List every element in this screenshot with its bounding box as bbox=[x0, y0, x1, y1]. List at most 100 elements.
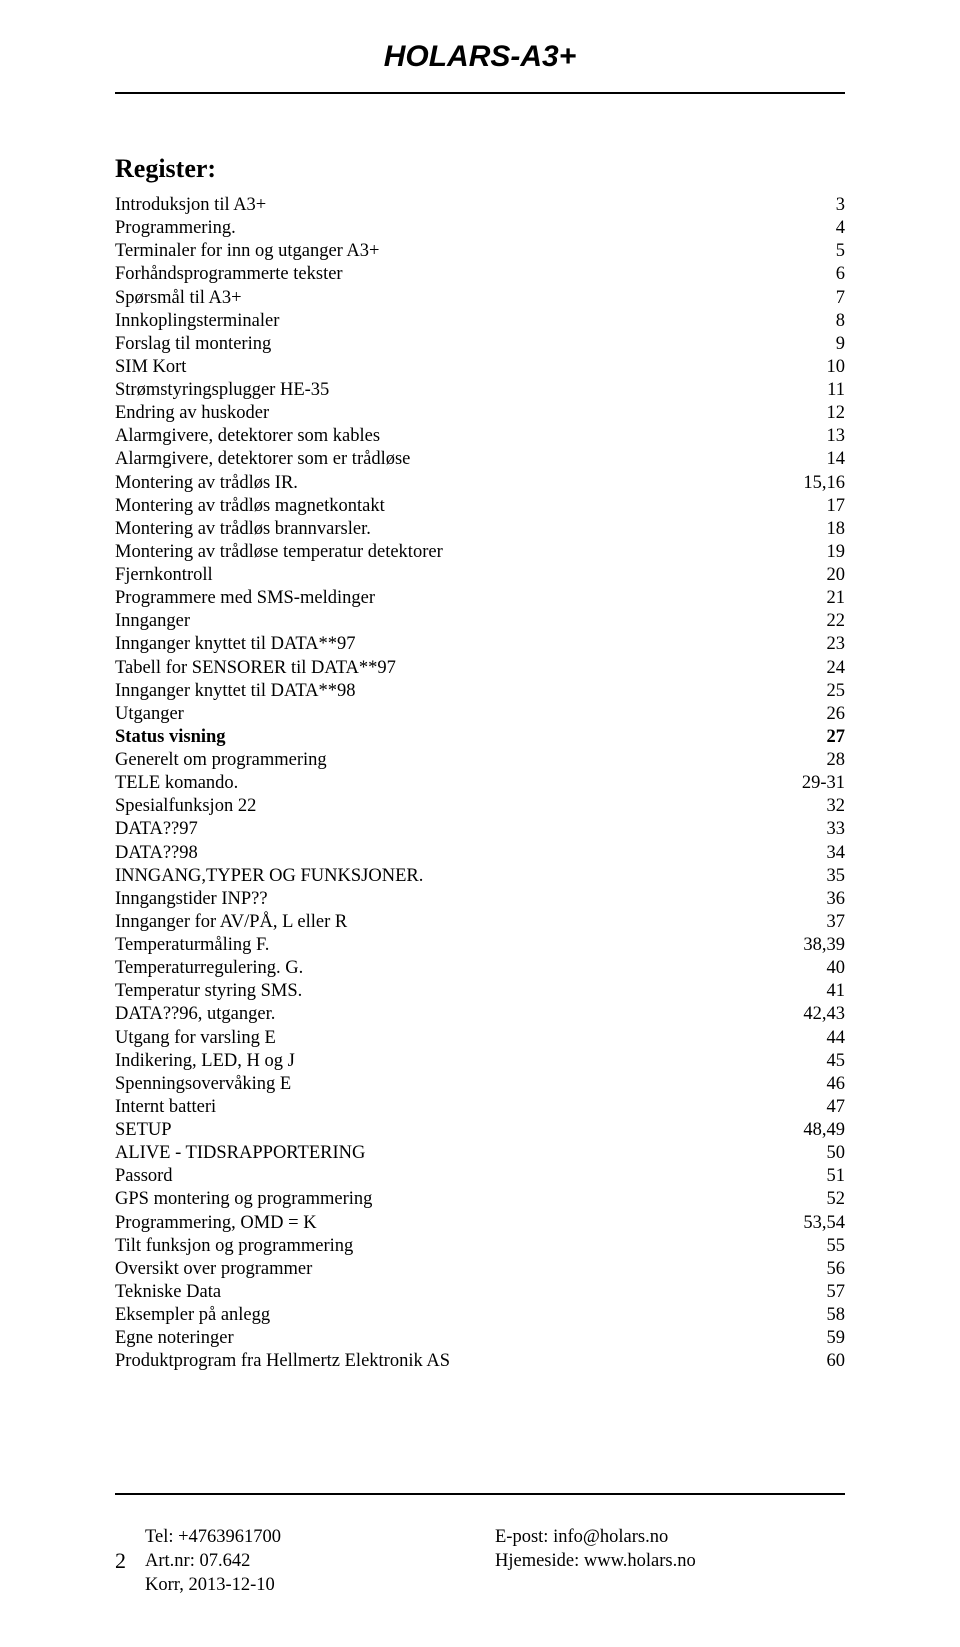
footer-artnr: Art.nr: 07.642 bbox=[145, 1549, 495, 1573]
toc-page: 34 bbox=[787, 842, 846, 865]
toc-label: Indikering, LED, H og J bbox=[115, 1050, 787, 1073]
toc-label: Produktprogram fra Hellmertz Elektronik … bbox=[115, 1350, 787, 1373]
toc-page: 14 bbox=[787, 448, 846, 471]
toc-label: Temperaturmåling F. bbox=[115, 934, 763, 957]
toc-label: Oversikt over programmer bbox=[115, 1258, 787, 1281]
toc-row: Indikering, LED, H og J45 bbox=[115, 1050, 845, 1073]
toc-row: Innganger for AV/PÅ, L eller R37 bbox=[115, 911, 845, 934]
toc-row: DATA??9733 bbox=[115, 818, 845, 841]
toc-page: 17 bbox=[787, 495, 846, 518]
toc-label: Montering av trådløs IR. bbox=[115, 472, 763, 495]
toc-row: Alarmgivere, detektorer som kables13 bbox=[115, 425, 845, 448]
toc-page: 12 bbox=[787, 402, 846, 425]
toc-label: Utgang for varsling E bbox=[115, 1027, 787, 1050]
toc-row: ALIVE - TIDSRAPPORTERING50 bbox=[115, 1142, 845, 1165]
toc-row: Utgang for varsling E44 bbox=[115, 1027, 845, 1050]
toc-page: 44 bbox=[787, 1027, 846, 1050]
toc-page: 27 bbox=[787, 726, 846, 749]
toc-page: 37 bbox=[787, 911, 846, 934]
toc-page: 11 bbox=[787, 379, 845, 402]
toc-page: 36 bbox=[787, 888, 846, 911]
toc-page: 21 bbox=[787, 587, 846, 610]
toc-page: 23 bbox=[787, 633, 846, 656]
toc-label: Innkoplingsterminaler bbox=[115, 310, 796, 333]
table-of-contents: Introduksjon til A3+3Programmering.4Term… bbox=[115, 194, 845, 1373]
toc-page: 29-31 bbox=[762, 772, 845, 795]
toc-label: Forhåndsprogrammerte tekster bbox=[115, 263, 796, 286]
toc-row: Produktprogram fra Hellmertz Elektronik … bbox=[115, 1350, 845, 1373]
toc-page: 19 bbox=[787, 541, 846, 564]
toc-page: 4 bbox=[796, 217, 845, 240]
toc-page: 45 bbox=[787, 1050, 846, 1073]
toc-row: INNGANG,TYPER OG FUNKSJONER.35 bbox=[115, 865, 845, 888]
toc-page: 38,39 bbox=[763, 934, 845, 957]
toc-label: Spørsmål til A3+ bbox=[115, 287, 796, 310]
toc-label: Spenningsovervåking E bbox=[115, 1073, 787, 1096]
toc-label: Montering av trådløse temperatur detekto… bbox=[115, 541, 787, 564]
toc-row: Eksempler på anlegg58 bbox=[115, 1304, 845, 1327]
toc-row: Generelt om programmering28 bbox=[115, 749, 845, 772]
toc-page: 40 bbox=[787, 957, 846, 980]
toc-page: 53,54 bbox=[763, 1212, 845, 1235]
toc-row: SETUP48,49 bbox=[115, 1119, 845, 1142]
toc-page: 25 bbox=[787, 680, 846, 703]
toc-row: Passord51 bbox=[115, 1165, 845, 1188]
toc-label: Inngangstider INP?? bbox=[115, 888, 787, 911]
toc-page: 50 bbox=[787, 1142, 846, 1165]
toc-row: Spesialfunksjon 2232 bbox=[115, 795, 845, 818]
toc-page: 20 bbox=[787, 564, 846, 587]
toc-row: Internt batteri47 bbox=[115, 1096, 845, 1119]
footer-right-block: E-post: info@holars.no Hjemeside: www.ho… bbox=[495, 1525, 845, 1597]
toc-row: Temperaturmåling F.38,39 bbox=[115, 934, 845, 957]
toc-page: 13 bbox=[787, 425, 846, 448]
toc-row: Montering av trådløs magnetkontakt17 bbox=[115, 495, 845, 518]
toc-page: 32 bbox=[787, 795, 846, 818]
toc-row: Terminaler for inn og utganger A3+5 bbox=[115, 240, 845, 263]
toc-row: Status visning27 bbox=[115, 726, 845, 749]
toc-row: Programmering, OMD = K53,54 bbox=[115, 1212, 845, 1235]
toc-row: Montering av trådløs brannvarsler.18 bbox=[115, 518, 845, 541]
toc-page: 26 bbox=[787, 703, 846, 726]
toc-row: Strømstyringsplugger HE-3511 bbox=[115, 379, 845, 402]
toc-page: 56 bbox=[787, 1258, 846, 1281]
toc-label: GPS montering og programmering bbox=[115, 1188, 787, 1211]
toc-row: Alarmgivere, detektorer som er trådløse1… bbox=[115, 448, 845, 471]
footer-website: Hjemeside: www.holars.no bbox=[495, 1549, 845, 1573]
toc-label: Programmere med SMS-meldinger bbox=[115, 587, 787, 610]
toc-row: Tabell for SENSORER til DATA**9724 bbox=[115, 657, 845, 680]
toc-page: 52 bbox=[787, 1188, 846, 1211]
toc-row: Programmere med SMS-meldinger21 bbox=[115, 587, 845, 610]
toc-page: 15,16 bbox=[763, 472, 845, 495]
toc-label: Innganger knyttet til DATA**97 bbox=[115, 633, 787, 656]
toc-page: 55 bbox=[787, 1235, 846, 1258]
toc-label: Programmering, OMD = K bbox=[115, 1212, 763, 1235]
toc-row: Montering av trådløs IR.15,16 bbox=[115, 472, 845, 495]
toc-page: 3 bbox=[796, 194, 845, 217]
toc-row: Tekniske Data57 bbox=[115, 1281, 845, 1304]
toc-page: 58 bbox=[787, 1304, 846, 1327]
toc-row: Spenningsovervåking E46 bbox=[115, 1073, 845, 1096]
toc-row: GPS montering og programmering52 bbox=[115, 1188, 845, 1211]
register-heading: Register: bbox=[115, 154, 845, 184]
toc-row: SIM Kort10 bbox=[115, 356, 845, 379]
toc-row: Temperaturregulering. G.40 bbox=[115, 957, 845, 980]
toc-label: Alarmgivere, detektorer som kables bbox=[115, 425, 787, 448]
toc-label: Terminaler for inn og utganger A3+ bbox=[115, 240, 796, 263]
toc-label: Innganger knyttet til DATA**98 bbox=[115, 680, 787, 703]
toc-page: 47 bbox=[787, 1096, 846, 1119]
toc-label: Tilt funksjon og programmering bbox=[115, 1235, 787, 1258]
toc-page: 35 bbox=[787, 865, 846, 888]
toc-label: Montering av trådløs magnetkontakt bbox=[115, 495, 787, 518]
footer-left-block: Tel: +4763961700 Art.nr: 07.642 Korr, 20… bbox=[145, 1525, 495, 1597]
document-page: HOLARS-A3+ Register: Introduksjon til A3… bbox=[0, 0, 960, 1647]
toc-label: DATA??98 bbox=[115, 842, 787, 865]
toc-page: 22 bbox=[787, 610, 846, 633]
footer-korr: Korr, 2013-12-10 bbox=[145, 1573, 495, 1597]
toc-page: 10 bbox=[787, 356, 846, 379]
toc-label: Strømstyringsplugger HE-35 bbox=[115, 379, 787, 402]
toc-row: Forslag til montering9 bbox=[115, 333, 845, 356]
footer-page-number: 2 bbox=[115, 1525, 145, 1597]
toc-row: Innganger knyttet til DATA**9723 bbox=[115, 633, 845, 656]
toc-row: Spørsmål til A3+7 bbox=[115, 287, 845, 310]
toc-page: 41 bbox=[787, 980, 846, 1003]
